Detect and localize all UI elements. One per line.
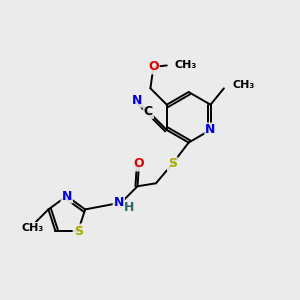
Text: S: S	[74, 224, 82, 238]
Text: N: N	[205, 123, 216, 136]
Text: N: N	[132, 94, 142, 107]
Text: C: C	[144, 105, 153, 118]
Text: CH₃: CH₃	[22, 223, 44, 233]
Text: N: N	[61, 190, 72, 202]
Text: H: H	[124, 202, 135, 214]
Text: O: O	[148, 60, 159, 74]
Text: N: N	[114, 196, 124, 208]
Text: CH₃: CH₃	[232, 80, 254, 90]
Text: O: O	[134, 158, 144, 170]
Text: CH₃: CH₃	[175, 60, 197, 70]
Text: S: S	[168, 158, 177, 170]
